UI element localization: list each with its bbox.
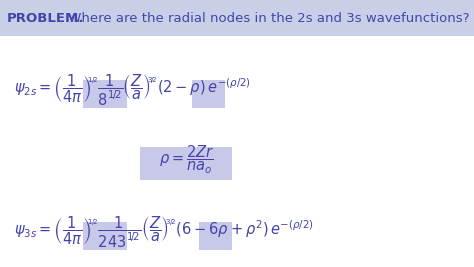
Text: PROBLEM.: PROBLEM. [7,12,84,25]
FancyBboxPatch shape [83,80,127,108]
Text: $\rho = \dfrac{2Zr}{na_o}$: $\rho = \dfrac{2Zr}{na_o}$ [159,144,214,176]
Text: Where are the radial nodes in the 2s and 3s wavefunctions?: Where are the radial nodes in the 2s and… [64,12,469,25]
Text: $\psi_{3s} = \left(\dfrac{1}{4\pi}\right)^{\!\!{}^{1\!/\!2}}\dfrac{1}{243^{1\!/\: $\psi_{3s} = \left(\dfrac{1}{4\pi}\right… [14,215,314,250]
FancyBboxPatch shape [140,147,232,180]
FancyBboxPatch shape [0,0,474,36]
FancyBboxPatch shape [199,222,232,250]
FancyBboxPatch shape [192,80,225,108]
Text: $\psi_{2s} = \left(\dfrac{1}{4\pi}\right)^{\!\!{}^{1\!/\!2}}\dfrac{1}{8^{1\!/\!2: $\psi_{2s} = \left(\dfrac{1}{4\pi}\right… [14,73,251,108]
FancyBboxPatch shape [83,222,127,250]
